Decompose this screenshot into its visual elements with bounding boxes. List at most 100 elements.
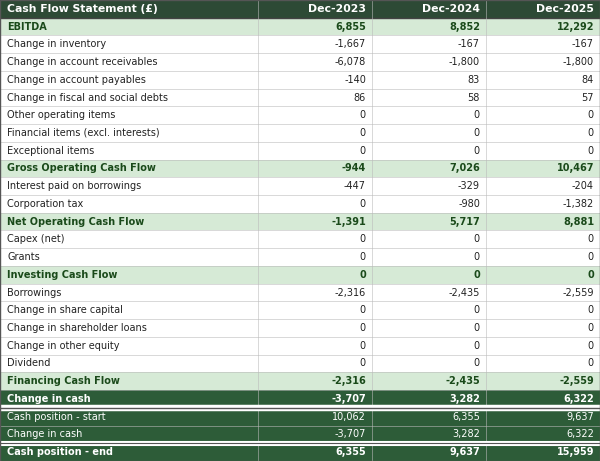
Text: Dec-2023: Dec-2023	[308, 4, 366, 14]
Bar	[0, 337, 600, 355]
Bar	[0, 426, 600, 443]
Text: 84: 84	[582, 75, 594, 85]
Text: Grants: Grants	[7, 252, 40, 262]
Bar	[0, 213, 600, 230]
Text: 58: 58	[467, 93, 480, 102]
Text: -2,559: -2,559	[559, 376, 594, 386]
Text: 6,355: 6,355	[335, 447, 366, 457]
Bar	[0, 89, 600, 106]
Text: -204: -204	[572, 181, 594, 191]
Text: 0: 0	[474, 359, 480, 368]
Bar	[0, 408, 600, 426]
Text: 6,322: 6,322	[566, 429, 594, 439]
Text: 0: 0	[588, 305, 594, 315]
Text: Change in cash: Change in cash	[7, 429, 83, 439]
Text: Net Operating Cash Flow: Net Operating Cash Flow	[7, 217, 145, 227]
Text: -2,316: -2,316	[331, 376, 366, 386]
Text: 0: 0	[588, 128, 594, 138]
Text: 0: 0	[359, 270, 366, 280]
Text: Borrowings: Borrowings	[7, 288, 62, 297]
Bar	[0, 71, 600, 89]
Text: -980: -980	[458, 199, 480, 209]
Text: Change in inventory: Change in inventory	[7, 39, 106, 49]
Bar	[0, 319, 600, 337]
Text: 0: 0	[474, 323, 480, 333]
Text: -2,559: -2,559	[563, 288, 594, 297]
Text: Other operating items: Other operating items	[7, 110, 116, 120]
Text: 6,855: 6,855	[335, 22, 366, 32]
Text: 9,637: 9,637	[566, 412, 594, 422]
Text: Cash Flow Statement (£): Cash Flow Statement (£)	[7, 4, 158, 14]
Text: -3,707: -3,707	[331, 394, 366, 404]
Bar	[0, 266, 600, 284]
Bar	[0, 195, 600, 213]
Text: 0: 0	[588, 146, 594, 156]
Bar	[0, 53, 600, 71]
Text: 83: 83	[468, 75, 480, 85]
Text: -167: -167	[458, 39, 480, 49]
Text: Dec-2024: Dec-2024	[422, 4, 480, 14]
Text: 0: 0	[360, 128, 366, 138]
Text: -2,435: -2,435	[449, 288, 480, 297]
Text: 0: 0	[473, 270, 480, 280]
Text: Financing Cash Flow: Financing Cash Flow	[7, 376, 120, 386]
Text: 3,282: 3,282	[449, 394, 480, 404]
Text: 0: 0	[588, 359, 594, 368]
Text: 10,062: 10,062	[332, 412, 366, 422]
Bar	[0, 301, 600, 319]
Text: Interest paid on borrowings: Interest paid on borrowings	[7, 181, 142, 191]
Text: Change in account receivables: Change in account receivables	[7, 57, 158, 67]
Text: 0: 0	[360, 199, 366, 209]
Bar	[0, 248, 600, 266]
Text: Investing Cash Flow: Investing Cash Flow	[7, 270, 118, 280]
Text: 9,637: 9,637	[449, 447, 480, 457]
Bar	[0, 284, 600, 301]
Text: 0: 0	[588, 341, 594, 351]
Bar	[0, 160, 600, 177]
Text: 0: 0	[360, 252, 366, 262]
Bar	[0, 390, 600, 408]
Text: 0: 0	[360, 234, 366, 244]
Text: -944: -944	[342, 164, 366, 173]
Text: Corporation tax: Corporation tax	[7, 199, 83, 209]
Text: Exceptional items: Exceptional items	[7, 146, 94, 156]
Text: Dec-2025: Dec-2025	[536, 4, 594, 14]
Text: 0: 0	[588, 234, 594, 244]
Text: 0: 0	[360, 341, 366, 351]
Text: Cash position - start: Cash position - start	[7, 412, 106, 422]
Text: Change in shareholder loans: Change in shareholder loans	[7, 323, 147, 333]
Text: 6,355: 6,355	[452, 412, 480, 422]
Text: 0: 0	[474, 305, 480, 315]
Text: 0: 0	[360, 305, 366, 315]
Text: 0: 0	[474, 128, 480, 138]
Text: Change in cash: Change in cash	[7, 394, 91, 404]
Bar	[0, 230, 600, 248]
Text: 0: 0	[474, 252, 480, 262]
Text: 0: 0	[588, 323, 594, 333]
Text: -1,391: -1,391	[331, 217, 366, 227]
Text: 10,467: 10,467	[557, 164, 594, 173]
Text: -329: -329	[458, 181, 480, 191]
Text: Change in other equity: Change in other equity	[7, 341, 120, 351]
Text: 15,959: 15,959	[557, 447, 594, 457]
Text: 6,322: 6,322	[563, 394, 594, 404]
Text: Financial items (excl. interests): Financial items (excl. interests)	[7, 128, 160, 138]
Text: 57: 57	[581, 93, 594, 102]
Text: 8,852: 8,852	[449, 22, 480, 32]
Text: 5,717: 5,717	[449, 217, 480, 227]
Text: -2,435: -2,435	[445, 376, 480, 386]
Bar	[0, 355, 600, 372]
Text: -3,707: -3,707	[335, 429, 366, 439]
Text: 0: 0	[360, 359, 366, 368]
Text: 0: 0	[587, 270, 594, 280]
Text: 0: 0	[588, 252, 594, 262]
Bar	[0, 124, 600, 142]
Text: -447: -447	[344, 181, 366, 191]
Text: 8,881: 8,881	[563, 217, 594, 227]
Text: Change in account payables: Change in account payables	[7, 75, 146, 85]
Text: -2,316: -2,316	[335, 288, 366, 297]
Text: -1,382: -1,382	[563, 199, 594, 209]
Text: 86: 86	[354, 93, 366, 102]
Text: Change in share capital: Change in share capital	[7, 305, 123, 315]
Text: Capex (net): Capex (net)	[7, 234, 65, 244]
